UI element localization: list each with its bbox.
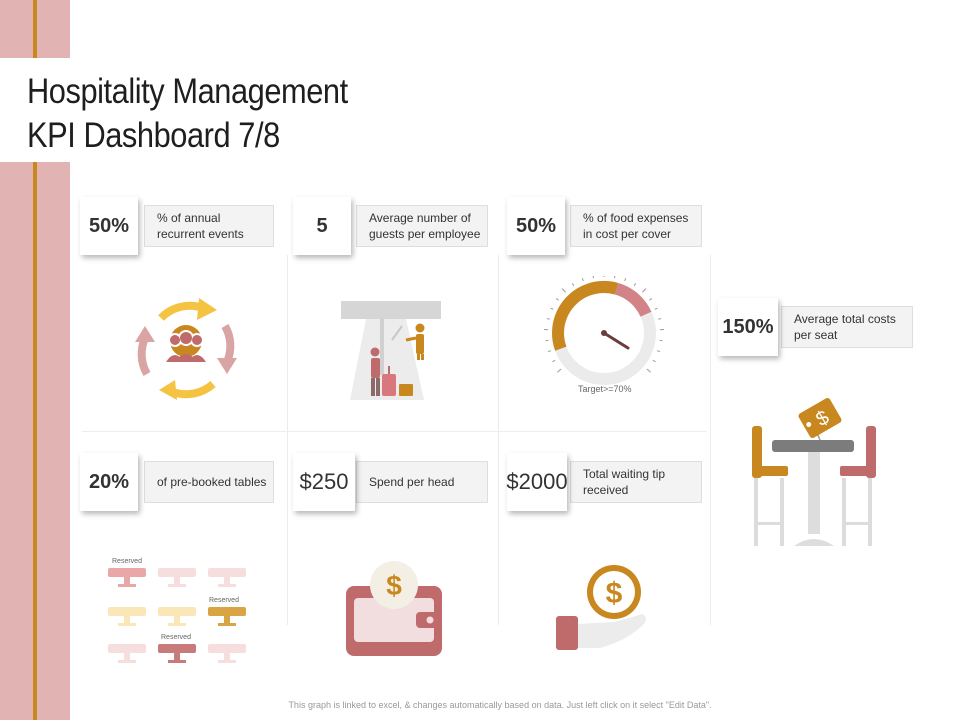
- gauge-icon: [544, 276, 664, 385]
- gauge-tick: [581, 277, 584, 282]
- kpi-spend-per-head-value: $250: [293, 453, 355, 511]
- kpi-guests-per-employee-value: 5: [293, 197, 351, 255]
- gauge-tick: [547, 350, 551, 353]
- svg-text:$: $: [606, 577, 623, 610]
- gauge-tick: [592, 276, 594, 279]
- sidebar-line-bottom: [33, 162, 37, 720]
- dining-table-price-icon: $: [752, 397, 876, 546]
- kpi-food-expenses-label: % of food expenses in cost per cover: [570, 205, 702, 247]
- footer-note: This graph is linked to excel, & changes…: [288, 700, 712, 710]
- svg-text:$: $: [386, 570, 402, 601]
- gauge-tick: [550, 307, 554, 310]
- reserved-label-2: Reserved: [209, 597, 239, 604]
- gauge-tick: [633, 282, 637, 287]
- kpi-guests-per-employee-label: Average number of guests per employee: [356, 205, 488, 247]
- kpi-annual-events-label: % of annual recurrent events: [144, 205, 274, 247]
- gauge-tick: [552, 359, 556, 363]
- reserved-label-1: Reserved: [112, 558, 142, 565]
- kpi-annual-events-value: 50%: [80, 197, 138, 255]
- gauge-tick: [649, 298, 653, 301]
- gauge-tick: [571, 282, 575, 287]
- gauge-tick: [657, 350, 661, 353]
- kpi-waiting-tip-label: Total waiting tip received: [570, 461, 702, 503]
- reserved-tables-icon: Reserved Reserved Reserved: [108, 558, 246, 663]
- hotel-staff-guest-icon: [341, 301, 441, 400]
- hand-coin-icon: $: [556, 565, 646, 650]
- grid-separator-h: [82, 431, 707, 432]
- wallet-dollar-icon: $: [346, 561, 442, 656]
- reserved-label-3: Reserved: [161, 634, 191, 641]
- page-title-line-1: Hospitality Management: [27, 72, 348, 111]
- recycle-people-icon: [135, 298, 237, 400]
- sidebar-line-top: [33, 0, 37, 58]
- page-title-line-2: KPI Dashboard 7/8: [27, 116, 280, 155]
- page-title: Hospitality Management KPI Dashboard 7/8: [27, 70, 348, 158]
- kpi-prebooked-tables-value: 20%: [80, 453, 138, 511]
- gauge-tick: [642, 288, 647, 293]
- gauge-tick: [546, 318, 550, 320]
- gauge-tick: [646, 368, 652, 373]
- grid-separator-v3: [710, 255, 711, 625]
- kpi-costs-per-seat-label: Average total costs per seat: [781, 306, 913, 348]
- kpi-food-expenses-value: 50%: [507, 197, 565, 255]
- kpi-spend-per-head-label: Spend per head: [356, 461, 488, 503]
- gauge-tick: [654, 307, 658, 310]
- gauge-tick: [555, 298, 559, 301]
- gauge-tick: [561, 288, 566, 293]
- kpi-costs-per-seat-value: 150%: [718, 298, 778, 356]
- gauge-tick: [614, 276, 616, 279]
- gauge-caption: Target>=70%: [578, 384, 632, 394]
- grid-separator-v1: [287, 255, 288, 625]
- gauge-tick: [624, 277, 627, 282]
- gauge-tick: [556, 368, 562, 373]
- gauge-tick: [652, 359, 656, 363]
- grid-separator-v2: [498, 255, 499, 625]
- gauge-tick: [658, 318, 662, 320]
- kpi-waiting-tip-value: $2000: [506, 453, 568, 511]
- kpi-prebooked-tables-label: of pre-booked tables: [144, 461, 274, 503]
